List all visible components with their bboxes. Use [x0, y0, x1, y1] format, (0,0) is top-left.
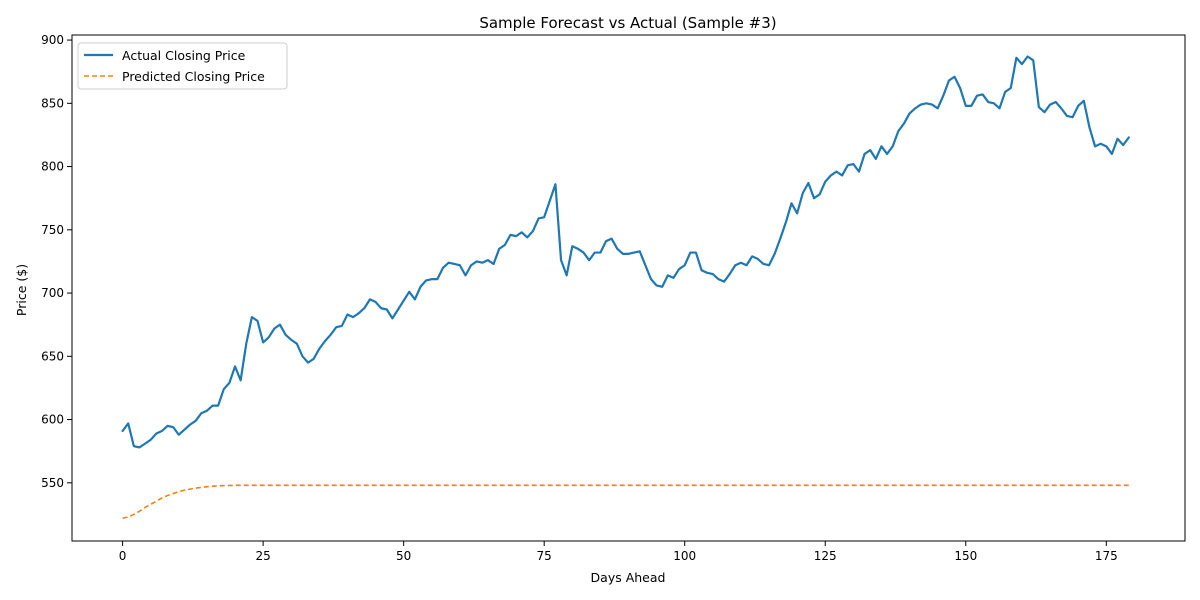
y-tick-label: 700	[41, 286, 64, 300]
x-axis-label: Days Ahead	[591, 570, 666, 585]
y-tick-label: 600	[41, 413, 64, 427]
legend-box	[77, 42, 288, 90]
plot-area	[121, 55, 1130, 520]
y-tick-label: 550	[41, 476, 64, 490]
x-tick-label: 50	[396, 549, 411, 563]
x-axis-ticks: 0 25 50 75 100 125 150 175	[119, 541, 1118, 563]
x-tick-label: 25	[255, 549, 270, 563]
x-tick-label: 125	[814, 549, 837, 563]
series-line-actual	[121, 55, 1130, 449]
y-tick-label: 650	[41, 349, 64, 363]
x-tick-label: 0	[119, 549, 127, 563]
legend-label-actual: Actual Closing Price	[122, 48, 246, 63]
legend: Actual Closing Price Predicted Closing P…	[77, 42, 288, 90]
plot-frame	[71, 34, 1186, 542]
x-tick-label: 75	[537, 549, 552, 563]
y-tick-label: 750	[41, 223, 64, 237]
legend-label-predicted: Predicted Closing Price	[122, 69, 265, 84]
x-tick-label: 100	[673, 549, 696, 563]
y-tick-label: 900	[41, 33, 64, 47]
y-axis-label: Price ($)	[14, 264, 29, 316]
x-tick-label: 175	[1095, 549, 1118, 563]
x-tick-label: 150	[954, 549, 977, 563]
y-tick-label: 850	[41, 96, 64, 110]
chart-title: Sample Forecast vs Actual (Sample #3)	[479, 14, 776, 32]
y-tick-label: 800	[41, 160, 64, 174]
y-axis-ticks: 550 600 650 700 750 800 850 900	[41, 33, 72, 490]
